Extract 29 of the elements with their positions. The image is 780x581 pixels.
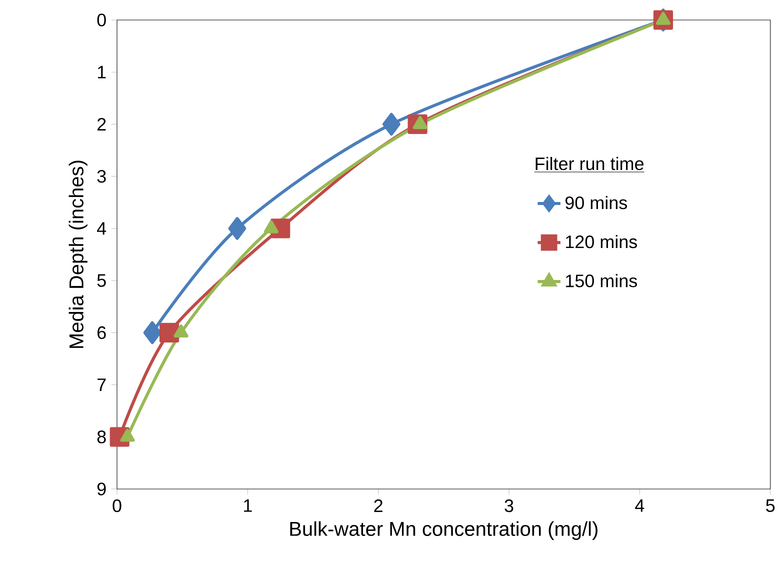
y-tick-label: 6 xyxy=(98,326,106,340)
point xyxy=(412,116,428,130)
y-tick-label: 5 xyxy=(97,274,106,287)
point xyxy=(228,217,246,240)
y-tick-label: 0 xyxy=(97,14,106,26)
y-tick-label: 1 xyxy=(98,66,106,78)
y-tick-label: 3 xyxy=(97,170,106,183)
legend-label: 90 mins xyxy=(565,196,627,210)
y-tick-label: 2 xyxy=(97,118,106,131)
x-tick-label: 1 xyxy=(244,499,252,512)
point xyxy=(143,321,162,344)
point xyxy=(656,12,671,25)
legend-title: Filter run time xyxy=(536,156,644,170)
legend-label: 120 mins xyxy=(566,235,637,248)
y-tick-label: 9 xyxy=(97,482,106,496)
x-axis-title: Bulk-water Mn concentration (mg/l) xyxy=(290,521,598,540)
y-tick-label: 7 xyxy=(98,378,106,391)
y-tick-label: 8 xyxy=(97,430,106,444)
y-tick-label: 4 xyxy=(97,222,106,235)
point xyxy=(159,322,180,342)
x-tick-label: 5 xyxy=(766,499,775,512)
y-axis-title: Media Depth (inches) xyxy=(68,160,88,348)
x-tick-label: 3 xyxy=(504,499,514,512)
x-tick-label: 2 xyxy=(374,499,382,512)
x-tick-label: 0 xyxy=(112,499,122,512)
point xyxy=(264,220,278,234)
x-tick-label: 4 xyxy=(635,499,644,512)
legend-label: 150 mins xyxy=(566,274,637,288)
point xyxy=(382,112,400,136)
